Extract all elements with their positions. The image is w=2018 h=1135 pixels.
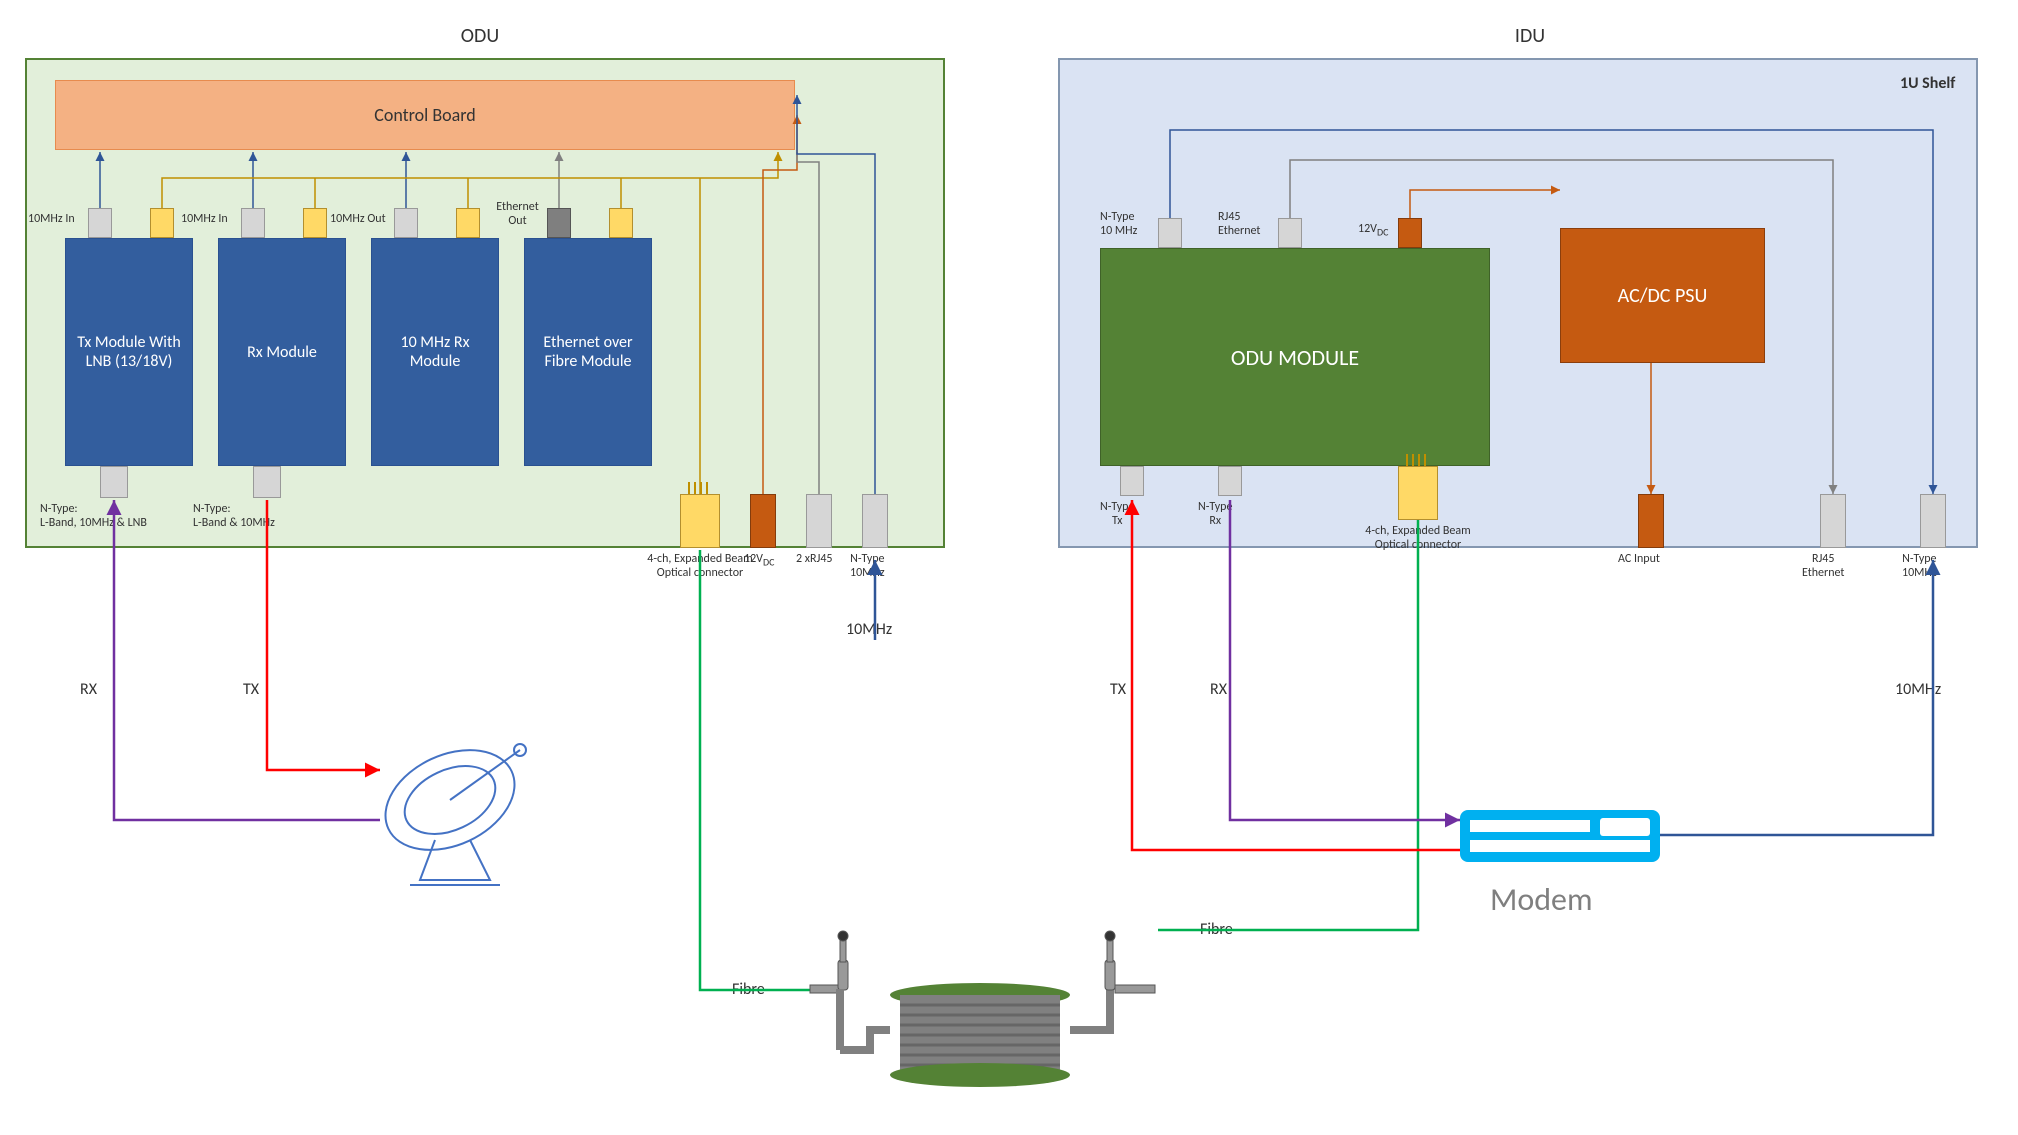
satellite-dish-icon bbox=[369, 730, 530, 885]
diagram-svg bbox=[0, 0, 2018, 1135]
odu-internal-lines bbox=[100, 95, 875, 494]
fibre-reel-icon bbox=[810, 931, 1155, 1087]
modem-icon bbox=[1460, 810, 1660, 862]
external-cables bbox=[114, 500, 1933, 990]
idu-internal-lines bbox=[1170, 130, 1933, 494]
